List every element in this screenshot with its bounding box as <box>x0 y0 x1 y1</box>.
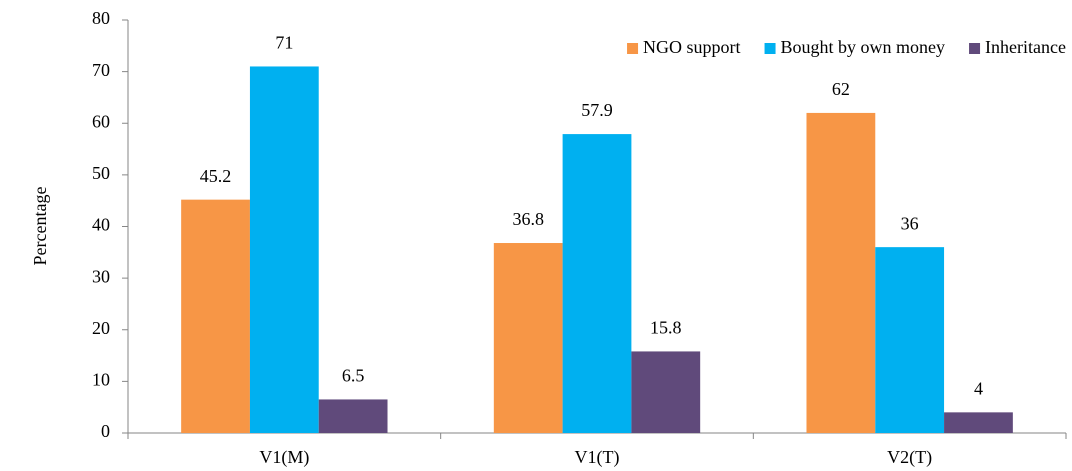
y-axis-title: Percentage <box>30 187 50 266</box>
legend-label: NGO support <box>643 37 741 57</box>
bar <box>318 399 388 433</box>
data-label: 6.5 <box>342 366 365 386</box>
y-tick-label: 0 <box>101 421 110 441</box>
y-tick-label: 30 <box>92 266 110 286</box>
bar <box>249 66 319 434</box>
x-tick-label: V2(T) <box>887 447 932 468</box>
bar <box>493 243 563 433</box>
y-tick-label: 60 <box>92 111 110 131</box>
bar <box>631 351 701 433</box>
data-label: 62 <box>832 79 850 99</box>
data-label: 45.2 <box>200 166 232 186</box>
data-label: 57.9 <box>581 100 613 120</box>
y-tick-label: 80 <box>92 8 110 28</box>
y-tick-label: 40 <box>92 215 110 235</box>
y-tick-label: 70 <box>92 60 110 80</box>
bar <box>562 134 632 433</box>
x-tick-label: V1(T) <box>575 447 620 468</box>
data-label: 4 <box>974 378 983 398</box>
data-label: 36 <box>901 213 919 233</box>
y-tick-label: 10 <box>92 370 110 390</box>
legend-swatch <box>764 43 776 54</box>
bar <box>875 247 945 433</box>
data-label: 36.8 <box>512 209 544 229</box>
data-label: 15.8 <box>650 318 682 338</box>
x-tick-label: V1(M) <box>259 447 309 468</box>
y-tick-label: 50 <box>92 163 110 183</box>
legend-label: Bought by own money <box>781 37 946 57</box>
legend-swatch <box>627 43 639 54</box>
bar <box>181 199 250 433</box>
legend-label: Inheritance <box>985 37 1066 57</box>
y-tick-label: 20 <box>92 318 110 338</box>
bar <box>806 112 876 434</box>
legend-swatch <box>969 43 981 54</box>
data-label: 71 <box>275 33 293 53</box>
bar <box>944 412 1013 433</box>
